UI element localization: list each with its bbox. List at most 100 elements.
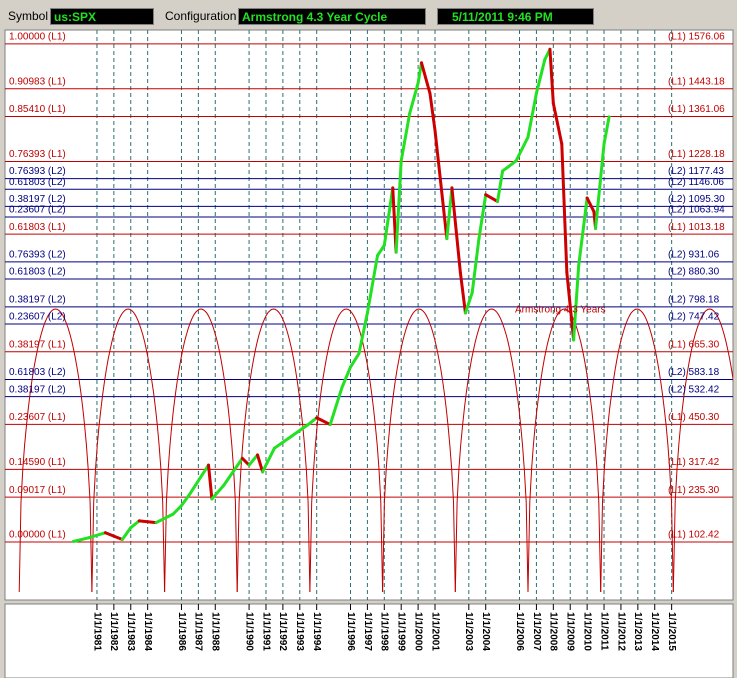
level-price-label: (L2) 931.06 [668, 250, 720, 261]
level-price-label: (L1) 1228.18 [668, 149, 725, 160]
price-segment [348, 352, 361, 369]
x-tick-label: 1/1/1999 [396, 612, 407, 651]
level-label: 0.23607 (L2) [9, 205, 66, 216]
price-segment [247, 453, 260, 467]
price-segment [501, 159, 518, 173]
x-tick-label: 1/1/2013 [632, 612, 643, 651]
price-segment [179, 492, 192, 508]
level-price-label: (L1) 665.30 [668, 339, 720, 350]
price-segment [129, 519, 141, 530]
x-tick-label: 1/1/1991 [260, 612, 271, 651]
level-label: 0.00000 (L1) [9, 530, 66, 541]
price-segment [445, 186, 454, 241]
level-label: 0.38197 (L1) [9, 339, 66, 350]
price-segment [171, 504, 183, 516]
price-segment [306, 416, 319, 427]
x-tick-label: 1/1/1981 [91, 612, 102, 651]
config-field[interactable]: Armstrong 4.3 Year Cycle [238, 8, 426, 25]
level-label: 0.38197 (L2) [9, 384, 66, 395]
price-segment [272, 434, 293, 450]
price-segment [71, 536, 90, 544]
level-label: 0.76393 (L1) [9, 149, 66, 160]
x-tick-label: 1/1/2004 [480, 612, 491, 651]
x-tick-label: 1/1/2011 [598, 612, 609, 651]
symbol-field[interactable]: us:SPX [50, 8, 154, 25]
x-tick-label: 1/1/1992 [277, 612, 288, 651]
level-price-label: (L1) 102.42 [668, 530, 720, 541]
level-price-label: (L1) 235.30 [668, 485, 720, 496]
level-label: 0.61803 (L2) [9, 267, 66, 278]
config-label: Configuration [165, 9, 237, 23]
x-axis-area [4, 603, 734, 678]
cycle-arc [309, 308, 384, 593]
x-tick-label: 1/1/1987 [193, 612, 204, 651]
x-tick-label: 1/1/1988 [210, 612, 221, 651]
x-tick-label: 1/1/2010 [581, 612, 592, 651]
level-price-label: (L1) 1013.18 [668, 222, 725, 233]
price-segment [428, 91, 437, 132]
x-tick-label: 1/1/1984 [142, 612, 153, 651]
level-price-label: (L1) 1361.06 [668, 104, 725, 115]
level-label: 0.09017 (L1) [9, 485, 66, 496]
price-segment [340, 365, 352, 389]
price-segment [585, 196, 596, 214]
price-segment [86, 531, 107, 540]
level-price-label: (L1) 450.30 [668, 412, 720, 423]
x-tick-label: 1/1/1982 [108, 612, 119, 651]
price-segment [154, 512, 175, 525]
price-segment [240, 456, 251, 467]
level-price-label: (L2) 1146.06 [668, 177, 724, 188]
price-segment [470, 237, 481, 295]
level-price-label: (L1) 1443.18 [668, 76, 725, 87]
price-segment [551, 101, 564, 146]
price-segment [484, 193, 500, 203]
price-segment [289, 423, 310, 438]
price-segment [357, 311, 369, 356]
level-label: 0.61803 (L1) [9, 222, 66, 233]
level-price-label: (L1) 1576.06 [668, 31, 725, 42]
price-segment [419, 61, 432, 95]
cycle-arc [164, 308, 238, 593]
cycle-arc [236, 308, 311, 593]
level-price-label: (L2) 880.30 [668, 267, 720, 278]
x-tick-label: 1/1/1983 [125, 612, 136, 651]
x-tick-label: 1/1/2001 [429, 612, 440, 651]
x-tick-label: 1/1/1994 [311, 612, 322, 651]
level-price-label: (L2) 532.42 [668, 384, 720, 395]
level-label: 0.23607 (L2) [9, 312, 66, 323]
x-tick-label: 1/1/1986 [176, 612, 187, 651]
level-label: 0.76393 (L2) [9, 250, 66, 261]
level-label: 0.85410 (L1) [9, 104, 66, 115]
price-segment [222, 456, 244, 487]
price-segment [315, 416, 332, 427]
level-label: 1.00000 (L1) [9, 31, 66, 42]
level-label: 0.14590 (L1) [9, 457, 66, 468]
price-segment [120, 526, 133, 541]
price-segment [572, 264, 581, 342]
cycle-arc [600, 308, 674, 593]
price-segment [394, 159, 403, 254]
level-price-label: (L2) 583.18 [668, 367, 720, 378]
x-tick-label: 1/1/2008 [548, 612, 559, 651]
x-tick-label: 1/1/2000 [412, 612, 423, 651]
price-segment [496, 169, 505, 203]
x-tick-label: 1/1/1996 [345, 612, 356, 651]
price-segment [328, 385, 344, 427]
price-segment [602, 115, 611, 146]
x-tick-label: 1/1/2009 [565, 612, 576, 651]
x-tick-label: 1/1/1998 [379, 612, 390, 651]
price-segment [565, 270, 576, 342]
level-label: 0.61803 (L2) [9, 177, 66, 188]
price-segment [450, 186, 462, 274]
level-price-label: (L2) 1177.43 [668, 166, 724, 177]
level-price-label: (L1) 317.42 [668, 457, 720, 468]
cycle-arc [527, 308, 602, 593]
x-tick-label: 1/1/2007 [531, 612, 542, 651]
x-tick-label: 1/1/2012 [615, 612, 626, 651]
price-segment [458, 270, 467, 315]
cycle-label: Armstrong 4.3 Years [515, 305, 606, 316]
datetime-field: 5/11/2011 9:46 PM [437, 8, 594, 25]
price-segment [526, 91, 538, 139]
